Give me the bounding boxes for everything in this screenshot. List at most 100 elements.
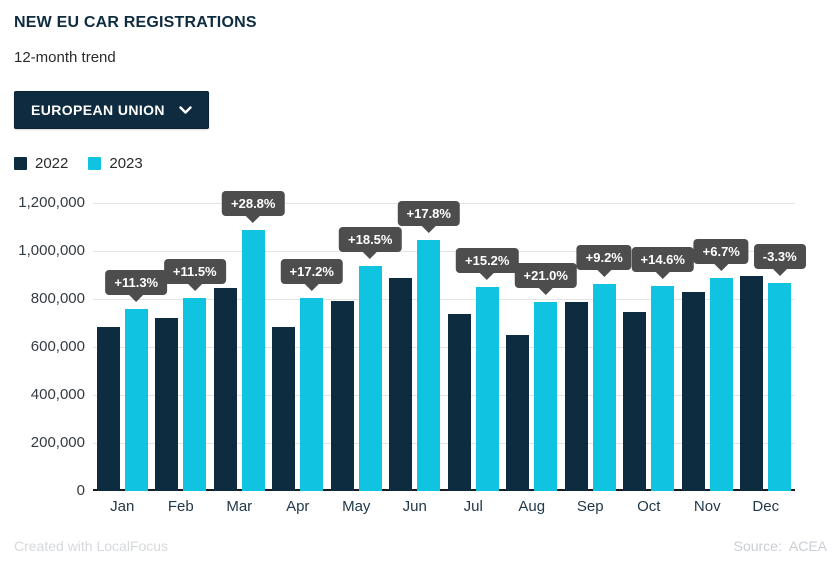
change-badge-aug: +21.0% — [514, 262, 577, 288]
y-axis-tick-label: 0 — [76, 482, 85, 499]
source-text: Source: ACEA — [733, 538, 827, 554]
gridline — [93, 347, 795, 348]
bar-pair — [620, 203, 679, 491]
bar-2022-jul — [447, 313, 471, 491]
bar-pair — [210, 203, 269, 491]
change-badge-sep: +9.2% — [576, 245, 632, 271]
bar-2022-oct — [623, 311, 647, 491]
bar-2022-nov — [681, 291, 705, 491]
bar-2022-may — [330, 300, 354, 491]
month-group-oct: +14.6% Oct — [620, 203, 694, 515]
bar-2023-jun — [417, 240, 441, 491]
month-group-jan: +11.3% Jan — [93, 203, 168, 515]
bar-2022-feb — [155, 318, 179, 491]
month-group-feb: +11.5% Feb — [152, 203, 226, 515]
bar-2023-sep — [592, 284, 616, 491]
change-badge-jun: +17.8% — [397, 201, 460, 227]
bar-2022-jun — [389, 278, 413, 491]
region-selector-label: EUROPEAN UNION — [31, 102, 165, 118]
bar-2023-may — [358, 265, 382, 491]
legend-label-2023: 2023 — [109, 155, 143, 172]
x-axis-label-oct: Oct — [637, 498, 661, 515]
chevron-down-icon — [179, 105, 192, 115]
legend-swatch-2023 — [88, 157, 102, 170]
bar-2022-jan — [96, 327, 120, 491]
change-badge-mar: +28.8% — [222, 190, 285, 216]
change-badge-may: +18.5% — [339, 226, 402, 252]
month-group-jul: +15.2% Jul — [444, 203, 519, 515]
month-group-may: +18.5% May — [327, 203, 402, 515]
change-badge-feb: +11.5% — [163, 259, 226, 285]
bar-pair — [444, 203, 503, 491]
x-axis-label-jul: Jul — [463, 498, 483, 515]
bar-2023-apr — [300, 298, 324, 491]
bar-pair — [737, 203, 796, 491]
plot-area: +11.3% Jan +11.5% Feb +28.8% Mar +17.2% Apr +18.… — [93, 190, 806, 515]
bar-2023-oct — [651, 285, 675, 491]
bar-pair — [93, 203, 152, 491]
bar-2022-apr — [272, 326, 296, 491]
bar-2022-aug — [506, 335, 530, 491]
gridline — [93, 299, 795, 300]
y-axis-tick-label: 800,000 — [30, 290, 85, 307]
x-axis-label-jan: Jan — [110, 498, 135, 515]
bar-pair — [561, 203, 620, 491]
bar-2023-jan — [124, 308, 148, 491]
bar-pair — [269, 203, 328, 491]
change-badge-apr: +17.2% — [280, 259, 343, 285]
x-axis-label-mar: Mar — [226, 498, 253, 515]
bar-pair — [386, 203, 445, 491]
change-badge-dec: -3.3% — [753, 243, 806, 269]
bar-2022-sep — [564, 302, 588, 491]
y-axis-tick-label: 600,000 — [30, 338, 85, 355]
attribution-text: Created with LocalFocus — [14, 538, 169, 554]
region-selector-dropdown[interactable]: EUROPEAN UNION — [14, 91, 209, 129]
month-group-apr: +17.2% Apr — [269, 203, 343, 515]
y-axis-tick-label: 200,000 — [30, 434, 85, 451]
legend: 2022 2023 — [14, 155, 143, 172]
page-title: NEW EU CAR REGISTRATIONS — [14, 14, 257, 31]
change-badge-jul: +15.2% — [456, 247, 519, 273]
chart-subtitle: 12-month trend — [14, 49, 116, 66]
bar-2023-jul — [475, 286, 499, 491]
month-group-jun: +17.8% Jun — [386, 201, 460, 515]
bar-pair — [503, 203, 562, 491]
legend-item-2022: 2022 — [14, 155, 68, 172]
gridline — [93, 443, 795, 444]
change-badge-jan: +11.3% — [105, 269, 168, 295]
gridline — [93, 251, 795, 252]
bar-2023-mar — [241, 229, 265, 491]
legend-swatch-2022 — [14, 157, 27, 170]
change-badge-nov: +6.7% — [693, 239, 749, 265]
bar-pair — [327, 203, 386, 491]
month-group-mar: +28.8% Mar — [210, 190, 285, 515]
x-axis-label-feb: Feb — [167, 498, 194, 515]
x-axis-label-may: May — [342, 498, 371, 515]
x-axis-label-nov: Nov — [693, 498, 721, 515]
bar-chart: +11.3% Jan +11.5% Feb +28.8% Mar +17.2% Apr +18.… — [0, 190, 839, 515]
change-badge-oct: +14.6% — [631, 246, 694, 272]
x-axis-label-dec: Dec — [752, 498, 780, 515]
x-axis-label-apr: Apr — [286, 498, 310, 515]
x-axis-label-aug: Aug — [518, 498, 546, 515]
bar-pair — [152, 203, 211, 491]
month-group-aug: +21.0% Aug — [503, 203, 577, 515]
x-axis-label-jun: Jun — [402, 498, 427, 515]
bar-pair — [678, 203, 737, 491]
gridline — [93, 395, 795, 396]
bar-2023-nov — [709, 278, 733, 491]
legend-label-2022: 2022 — [35, 155, 69, 172]
month-group-sep: +9.2% Sep — [561, 203, 632, 515]
y-axis-tick-label: 400,000 — [30, 386, 85, 403]
x-axis-label-sep: Sep — [576, 498, 604, 515]
y-axis-tick-label: 1,200,000 — [18, 194, 85, 211]
bar-2023-dec — [768, 282, 792, 491]
y-axis-tick-label: 1,000,000 — [18, 242, 85, 259]
month-group-nov: +6.7% Nov — [678, 203, 749, 515]
month-group-dec: -3.3% Dec — [737, 203, 806, 515]
bar-2023-aug — [534, 301, 558, 491]
bar-2023-feb — [183, 298, 207, 491]
bar-2022-mar — [213, 288, 237, 491]
legend-item-2023: 2023 — [88, 155, 143, 172]
